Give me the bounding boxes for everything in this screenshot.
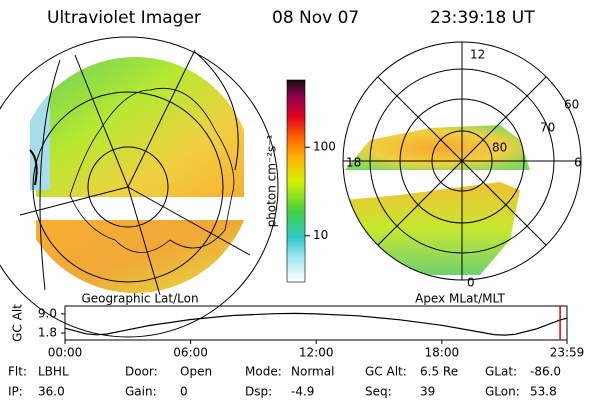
info-label: Gain: xyxy=(125,385,157,399)
info-label: IP: xyxy=(8,385,23,399)
date: 08 Nov 07 xyxy=(272,8,359,28)
info-label: Mode: xyxy=(245,365,282,379)
mlt-label: 0 xyxy=(467,276,475,290)
colorbar: photon cm⁻²s⁻¹ xyxy=(265,79,306,283)
mlt-label: 18 xyxy=(346,156,361,170)
info-label: GLon: xyxy=(485,385,520,399)
info-label: Seq: xyxy=(365,385,392,399)
info-label: GLat: xyxy=(485,365,517,379)
info-value: 36.0 xyxy=(38,385,65,399)
colorbar-scale xyxy=(286,79,306,283)
right-caption: Apex MLat/MLT xyxy=(415,292,505,306)
info-label: Dsp: xyxy=(245,385,272,399)
info-label: Flt: xyxy=(8,365,27,379)
info-value: LBHL xyxy=(38,365,69,379)
title: Ultraviolet Imager xyxy=(47,8,201,28)
colorbar-tick-label: 10 xyxy=(313,228,328,242)
altitude-line xyxy=(64,312,568,336)
x-tick-label: 18:00 xyxy=(425,346,460,360)
colorbar-label: photon cm⁻²s⁻¹ xyxy=(265,134,279,227)
info-value: 53.8 xyxy=(530,385,557,399)
mlt-label: 12 xyxy=(470,48,485,62)
y-tick-label: 1.8 xyxy=(38,325,57,339)
mlt-label: 6 xyxy=(574,156,582,170)
mlat-label: 60 xyxy=(564,98,579,112)
info-value: 0 xyxy=(180,385,188,399)
info-value: -4.9 xyxy=(291,385,314,399)
y-axis-label: GC Alt xyxy=(11,304,25,342)
y-tick-label: 9.0 xyxy=(38,306,57,320)
info-value: Open xyxy=(180,365,212,379)
info-value: 6.5 Re xyxy=(420,365,458,379)
plot-frame xyxy=(64,305,568,341)
x-tick-label: 00:00 xyxy=(48,346,83,360)
x-tick-label: 06:00 xyxy=(173,346,208,360)
colorbar-tick-label: 100 xyxy=(313,140,336,154)
left-caption: Geographic Lat/Lon xyxy=(81,292,198,306)
info-value: Normal xyxy=(291,365,334,379)
geographic-image: Geographic Lat/Lon xyxy=(0,36,279,338)
x-tick-label: 12:00 xyxy=(299,346,334,360)
mlat-label: 70 xyxy=(540,121,555,135)
info-value: -86.0 xyxy=(530,365,561,379)
x-tick-label: 23:59 xyxy=(550,346,585,360)
info-label: Door: xyxy=(125,365,158,379)
info-value: 39 xyxy=(420,385,435,399)
info-label: GC Alt: xyxy=(365,365,407,379)
time: 23:39:18 UT xyxy=(430,8,535,28)
mlat-label: 80 xyxy=(492,141,507,155)
polar-image: 12 18 6 0 60 70 80 Apex MLat/MLT xyxy=(342,41,582,306)
